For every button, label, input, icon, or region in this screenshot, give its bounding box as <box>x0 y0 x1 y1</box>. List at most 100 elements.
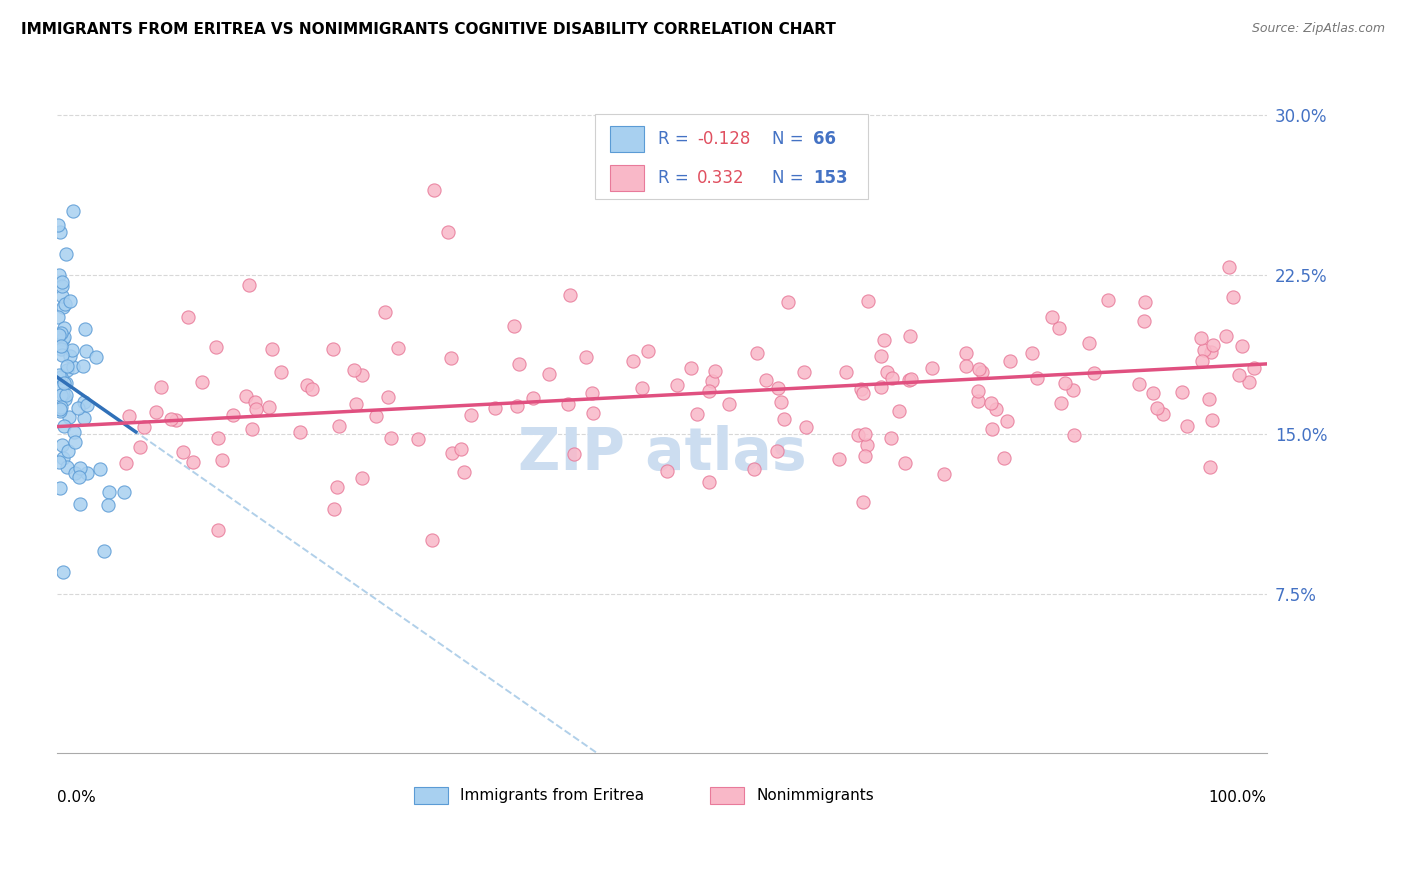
Point <box>1175 419 1198 434</box>
Point <box>1237 375 1260 389</box>
Point <box>522 391 544 405</box>
Point <box>681 360 703 375</box>
Text: 0.332: 0.332 <box>697 169 745 186</box>
Point <box>453 466 475 480</box>
Point <box>211 453 233 467</box>
Point <box>63 435 86 450</box>
Point <box>1083 366 1105 380</box>
Point <box>260 342 283 356</box>
Point <box>67 470 90 484</box>
Point <box>207 431 229 445</box>
Point <box>55 246 77 260</box>
Point <box>898 328 921 343</box>
Point <box>856 293 879 308</box>
Point <box>1230 339 1253 353</box>
Point <box>505 400 527 414</box>
Point <box>828 452 851 467</box>
Point <box>1192 343 1215 357</box>
Point <box>697 475 720 489</box>
Point <box>52 332 75 346</box>
Point <box>637 343 659 358</box>
Point <box>288 425 311 439</box>
Point <box>769 395 792 409</box>
Point <box>574 350 596 364</box>
Point <box>295 378 318 392</box>
Point <box>460 409 482 423</box>
Point <box>718 396 741 410</box>
Point <box>93 544 115 558</box>
Point <box>1054 376 1077 390</box>
Point <box>245 401 267 416</box>
Point <box>52 451 75 466</box>
Point <box>1128 376 1150 391</box>
Point <box>387 342 409 356</box>
Point <box>423 183 446 197</box>
Point <box>243 394 266 409</box>
Point <box>537 368 560 382</box>
Point <box>53 392 76 406</box>
Point <box>921 361 943 376</box>
Point <box>980 396 1002 410</box>
Point <box>880 431 903 445</box>
Point <box>222 408 245 422</box>
Point <box>73 322 96 336</box>
Text: 100.0%: 100.0% <box>1209 790 1267 805</box>
Point <box>380 431 402 445</box>
Text: Immigrants from Eritrea: Immigrants from Eritrea <box>460 788 644 803</box>
Point <box>55 359 77 374</box>
Point <box>132 420 155 434</box>
Point <box>1189 330 1212 344</box>
Point <box>981 422 1004 436</box>
Point <box>181 455 204 469</box>
Point <box>852 495 875 509</box>
FancyBboxPatch shape <box>610 126 644 152</box>
Point <box>1078 335 1101 350</box>
Point <box>49 380 72 394</box>
Point <box>564 447 586 461</box>
Point <box>55 376 77 391</box>
Point <box>48 219 70 233</box>
Point <box>48 401 70 416</box>
Text: 66: 66 <box>813 130 837 148</box>
Point <box>666 378 689 392</box>
Point <box>97 498 120 512</box>
Point <box>998 354 1021 368</box>
Point <box>1097 293 1119 307</box>
Point <box>89 462 111 476</box>
Point <box>53 330 76 344</box>
Point <box>48 455 70 469</box>
Point <box>66 401 89 416</box>
Point <box>686 407 709 421</box>
Point <box>207 523 229 537</box>
Point <box>59 349 82 363</box>
Point <box>58 443 80 458</box>
Point <box>53 297 76 311</box>
Point <box>350 368 373 382</box>
Point <box>967 394 990 409</box>
Point <box>51 348 73 362</box>
Point <box>754 372 776 386</box>
Point <box>872 333 894 347</box>
Text: Nonimmigrants: Nonimmigrants <box>756 788 875 803</box>
Point <box>420 533 443 548</box>
Point <box>56 459 79 474</box>
Point <box>84 350 107 364</box>
Point <box>63 425 86 439</box>
Point <box>350 471 373 485</box>
Point <box>73 395 96 409</box>
Point <box>160 412 183 426</box>
Point <box>1227 368 1250 383</box>
Point <box>793 365 815 379</box>
Point <box>508 357 530 371</box>
Point <box>882 371 904 385</box>
Point <box>58 410 80 425</box>
Point <box>993 451 1015 466</box>
Point <box>1202 338 1225 352</box>
Text: 0.0%: 0.0% <box>58 790 96 805</box>
Point <box>49 388 72 402</box>
FancyBboxPatch shape <box>610 165 644 191</box>
Point <box>1199 460 1222 475</box>
Point <box>440 351 463 366</box>
Point <box>69 497 91 511</box>
Point <box>1222 290 1244 304</box>
